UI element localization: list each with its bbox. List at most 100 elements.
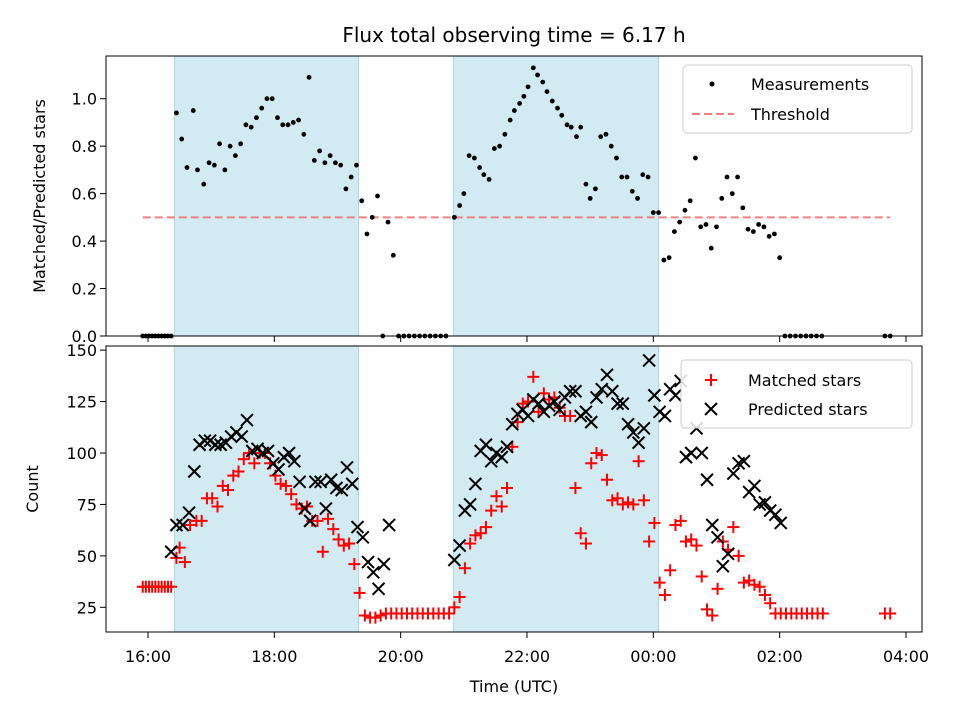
matched-star-point — [695, 570, 708, 583]
measurement-point — [544, 89, 550, 94]
matched-star-point — [369, 611, 382, 624]
x-tick-label: 18:00 — [251, 647, 297, 666]
measurement-point — [461, 191, 467, 197]
y-tick-label: 150 — [66, 341, 97, 360]
matched-star-point — [611, 492, 624, 505]
measurement-point — [549, 98, 555, 104]
predicted-star-point — [521, 409, 535, 423]
measurement-point — [375, 193, 380, 199]
measurement-point — [671, 229, 677, 234]
predicted-star-point — [500, 440, 514, 454]
matched-star-point — [753, 580, 766, 593]
predicted-star-point — [595, 382, 609, 396]
matched-star-point — [758, 588, 771, 601]
measurement-point — [359, 198, 365, 204]
measurement-point — [206, 160, 212, 166]
matched-star-point — [178, 556, 191, 569]
measurement-point — [645, 174, 651, 180]
bottom-legend-box — [680, 359, 913, 429]
predicted-star-point — [700, 473, 714, 487]
predicted-star-point — [366, 565, 381, 580]
matched-star-point — [374, 609, 387, 622]
measurement-point — [635, 195, 640, 201]
predicted-star-point — [335, 483, 349, 497]
measurement-point — [451, 214, 457, 220]
observing-interval — [173, 55, 360, 337]
predicted-star-point — [616, 396, 630, 411]
measurement-point — [640, 172, 646, 178]
legend-label-predicted: Predicted stars — [748, 400, 868, 419]
predicted-star-point — [626, 425, 641, 440]
predicted-star-point — [721, 547, 735, 561]
matched-star-point — [637, 494, 650, 507]
matched-star-point — [664, 564, 677, 577]
predicted-star-point — [658, 409, 672, 423]
predicted-star-point — [695, 446, 709, 460]
y-tick-label: 25 — [77, 598, 97, 617]
predicted-star-point — [726, 466, 741, 481]
y-tick-label: 0.0 — [72, 327, 97, 346]
matched-star-point — [353, 586, 366, 599]
predicted-star-point — [308, 475, 323, 489]
matched-star-point — [206, 492, 219, 505]
predicted-star-point — [298, 501, 312, 516]
ratio-panel: 0.0 0.2 0.4 0.6 0.8 1.0 Matched/Predicted sta… — [30, 55, 923, 346]
measurement-point — [629, 188, 635, 194]
predicted-star-point — [182, 505, 196, 520]
predicted-star-point — [292, 475, 307, 489]
matched-star-point — [285, 488, 298, 501]
measurement-point — [179, 136, 185, 142]
bottom-x-ticks: 16:00 18:00 20:00 22:00 00:00 02:00 04:00 — [125, 632, 929, 666]
x-tick-label: 00:00 — [630, 647, 676, 666]
predicted-star-point — [371, 582, 386, 596]
measurement-point — [535, 72, 540, 78]
matched-star-point — [674, 514, 687, 527]
measurement-point — [354, 162, 359, 168]
measurement-point — [682, 207, 688, 213]
matched-star-point — [748, 578, 761, 591]
predicted-star-point — [356, 530, 370, 545]
measurement-point — [190, 108, 196, 113]
measurement-point — [217, 141, 222, 147]
measurement-point — [174, 110, 179, 116]
measurement-point — [555, 105, 560, 111]
measurement-point — [693, 155, 698, 161]
measurement-point — [232, 153, 238, 159]
predicted-star-point — [642, 353, 656, 368]
predicted-star-point — [710, 530, 725, 545]
measurement-point — [521, 93, 527, 99]
measurement-point — [729, 191, 735, 197]
predicted-star-point — [621, 417, 635, 431]
matched-star-point — [327, 523, 340, 536]
measurement-point — [656, 210, 661, 216]
measurement-point — [343, 186, 349, 192]
measurement-point — [608, 143, 614, 149]
chart-title: Flux total observing time = 6.17 h — [342, 23, 685, 47]
measurement-point — [568, 124, 574, 130]
x-tick-label: 04:00 — [883, 647, 929, 666]
measurement-point — [677, 219, 683, 225]
measurement-point — [650, 210, 656, 216]
predicted-star-point — [737, 454, 751, 468]
measurement-point — [714, 224, 719, 230]
matched-star-point — [764, 597, 777, 610]
measurement-point — [497, 143, 503, 149]
matched-star-point — [585, 457, 598, 470]
predicted-star-point — [552, 403, 567, 417]
measurement-point — [296, 117, 301, 123]
x-tick-label: 16:00 — [125, 647, 171, 666]
y-tick-label: 125 — [66, 393, 97, 412]
legend-marker-measurements — [709, 81, 715, 87]
matched-star-point — [884, 607, 897, 620]
predicted-star-point — [261, 444, 275, 458]
predicted-star-points — [164, 353, 788, 596]
matched-star-point — [237, 453, 250, 466]
measurement-point — [481, 172, 487, 178]
measurement-point — [502, 131, 508, 137]
matched-star-point — [601, 473, 614, 486]
x-tick-label: 02:00 — [757, 647, 803, 666]
y-tick-label: 50 — [77, 547, 97, 566]
y-tick-label: 1.0 — [72, 90, 97, 109]
measurement-point — [772, 231, 777, 237]
measurement-point — [598, 134, 604, 140]
